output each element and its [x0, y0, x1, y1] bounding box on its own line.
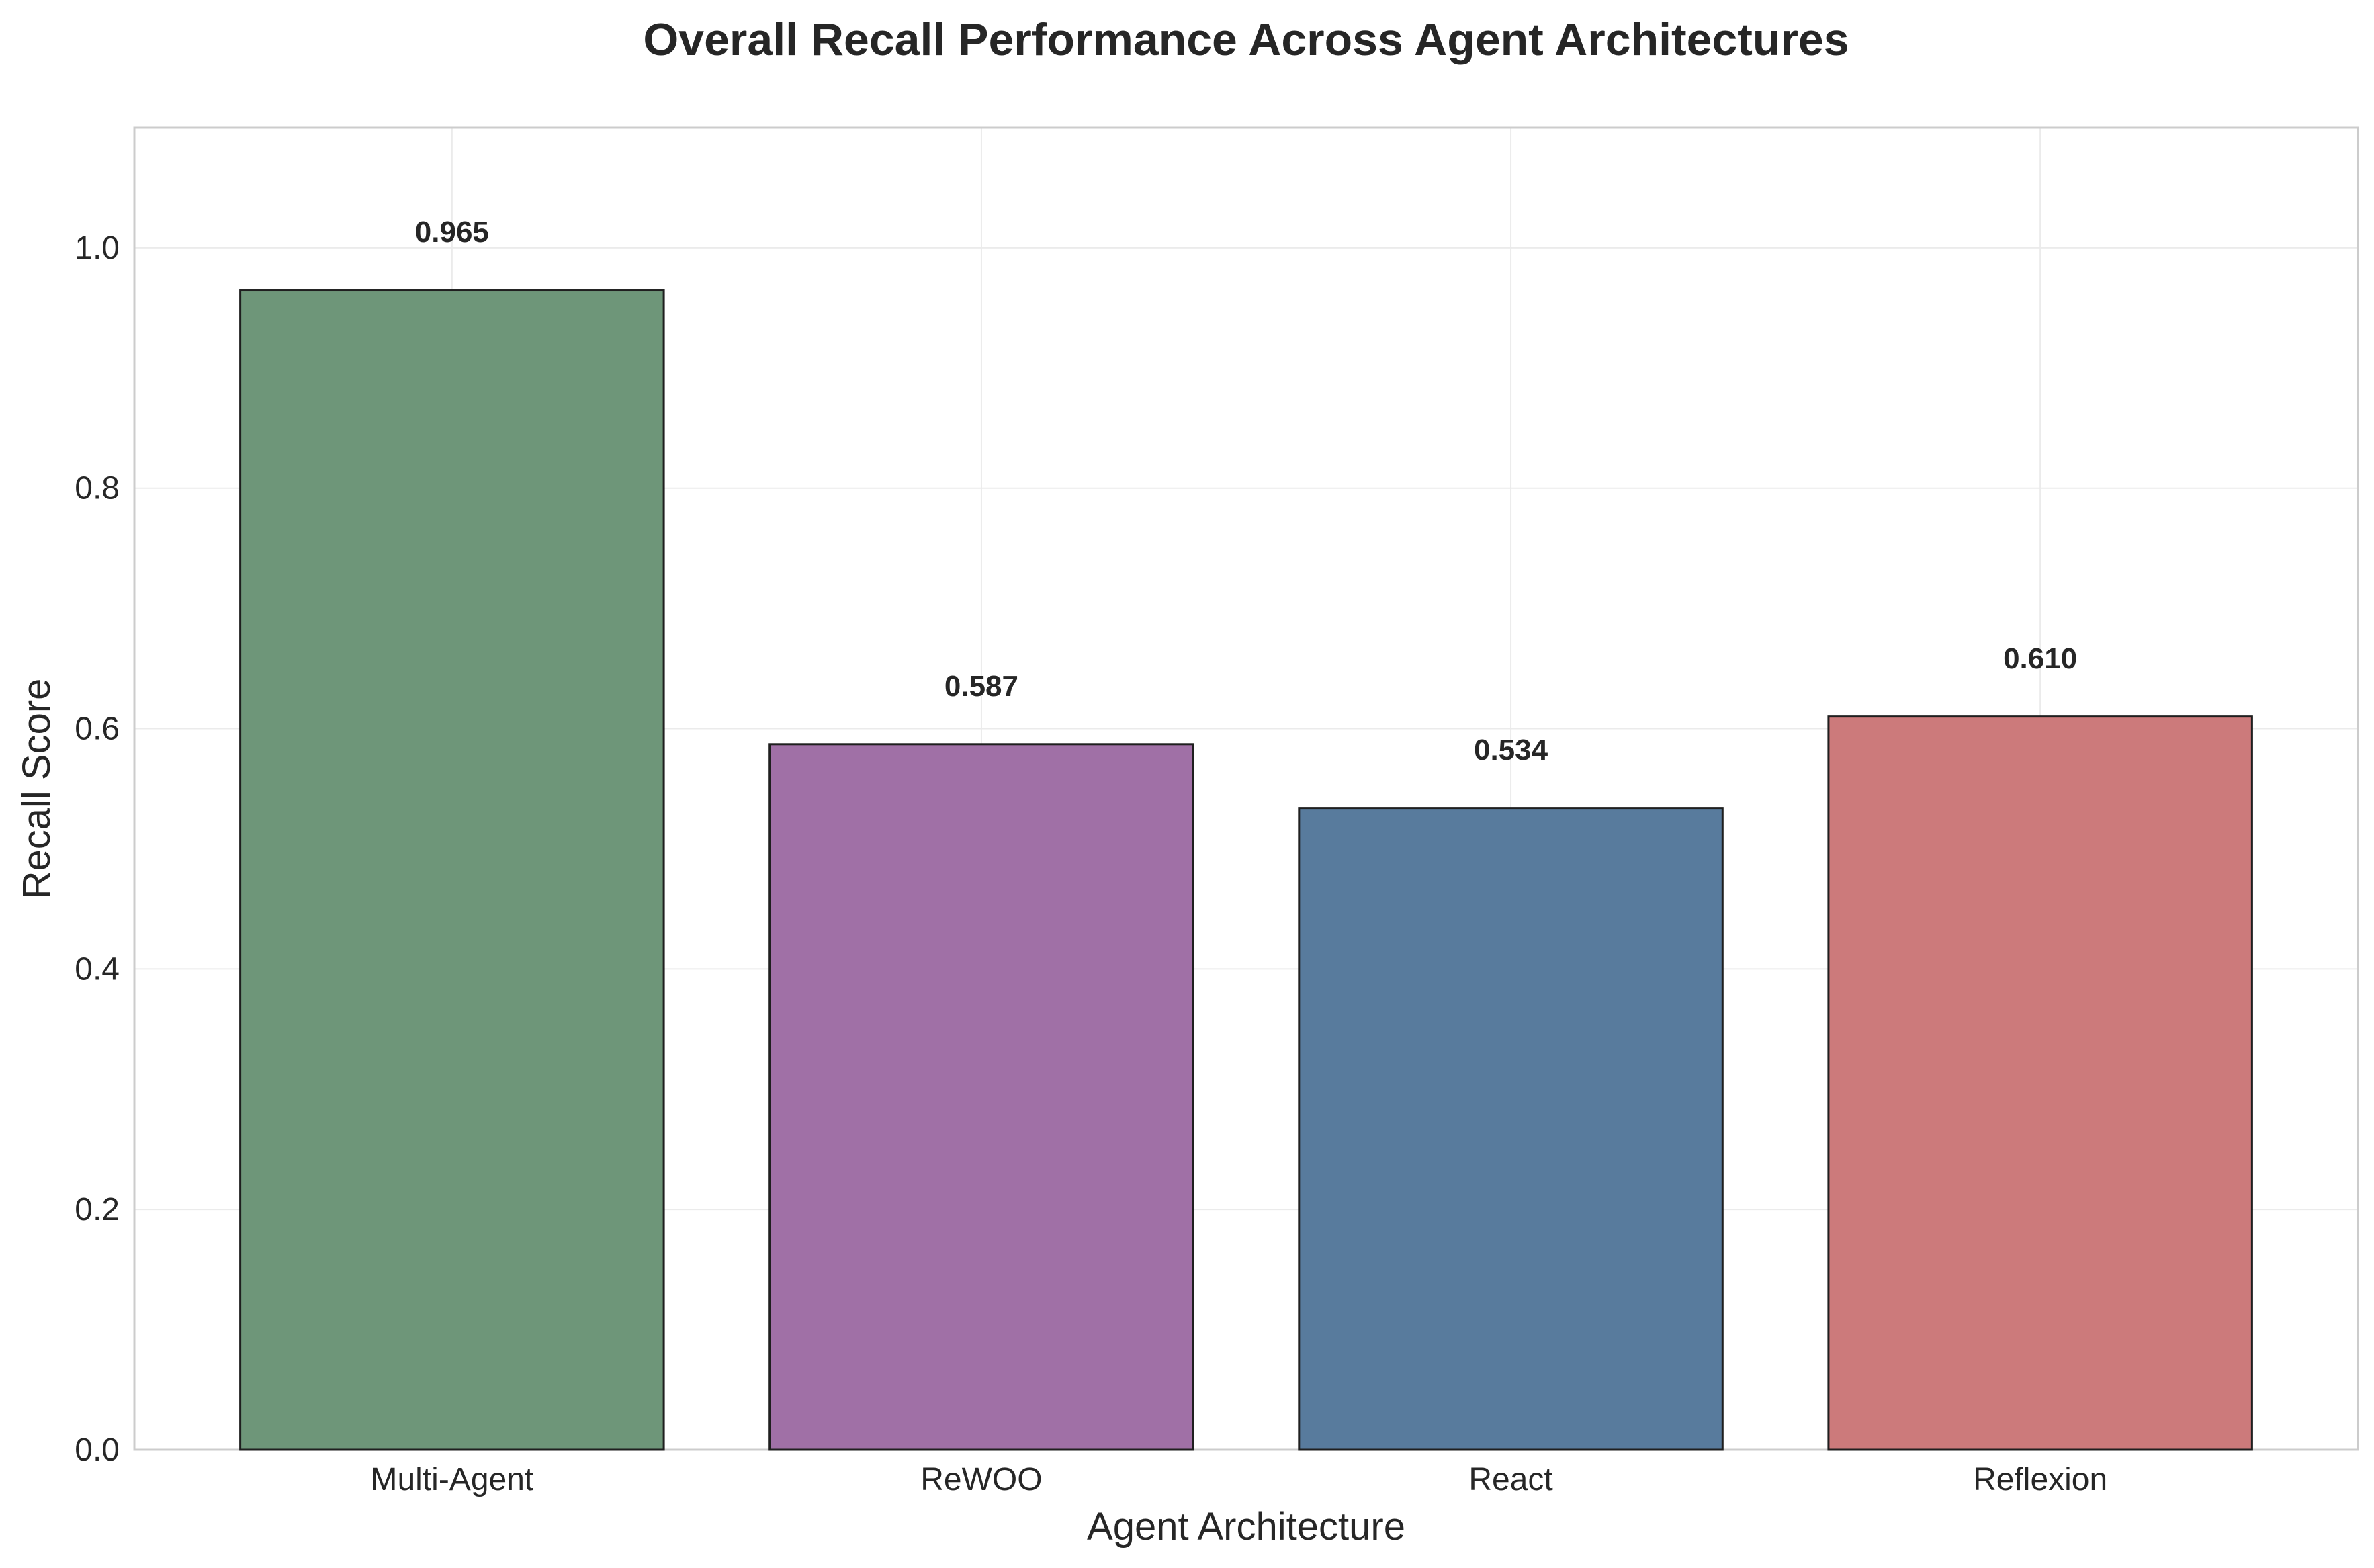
- bar-multi-agent: [239, 289, 665, 1451]
- x-axis-label: Agent Architecture: [1087, 1505, 1405, 1549]
- y-tick-label: 1.0: [75, 230, 120, 266]
- x-tick-label: Multi-Agent: [370, 1462, 533, 1497]
- chart-title: Overall Recall Performance Across Agent …: [643, 14, 1849, 65]
- y-tick-label: 0.4: [75, 951, 120, 987]
- value-labels: 0.965 0.587 0.534 0.610: [415, 216, 2077, 767]
- x-tick-label: ReWOO: [920, 1462, 1042, 1497]
- bars: [239, 289, 2253, 1451]
- y-tick-label: 0.8: [75, 471, 120, 507]
- x-tick-label: React: [1468, 1462, 1552, 1497]
- bar-value-label: 0.534: [1474, 734, 1548, 767]
- x-tick-label: Reflexion: [1973, 1462, 2107, 1497]
- y-axis-ticks: 0.0 0.2 0.4 0.6 0.8 1.0: [75, 230, 120, 1468]
- bar-value-label: 0.587: [944, 670, 1018, 703]
- x-axis-ticks: Multi-Agent ReWOO React Reflexion: [370, 1462, 2107, 1497]
- bar-react: [1298, 807, 1724, 1451]
- y-axis-label: Recall Score: [15, 679, 58, 900]
- y-tick-label: 0.2: [75, 1192, 120, 1227]
- bar-rewoo: [768, 743, 1194, 1451]
- y-tick-label: 0.6: [75, 711, 120, 747]
- y-tick-label: 0.0: [75, 1432, 120, 1468]
- plot-frame: [133, 126, 2359, 1451]
- bar-reflexion: [1827, 715, 2253, 1451]
- bar-value-label: 0.610: [2003, 642, 2077, 675]
- bar-value-label: 0.965: [415, 216, 489, 249]
